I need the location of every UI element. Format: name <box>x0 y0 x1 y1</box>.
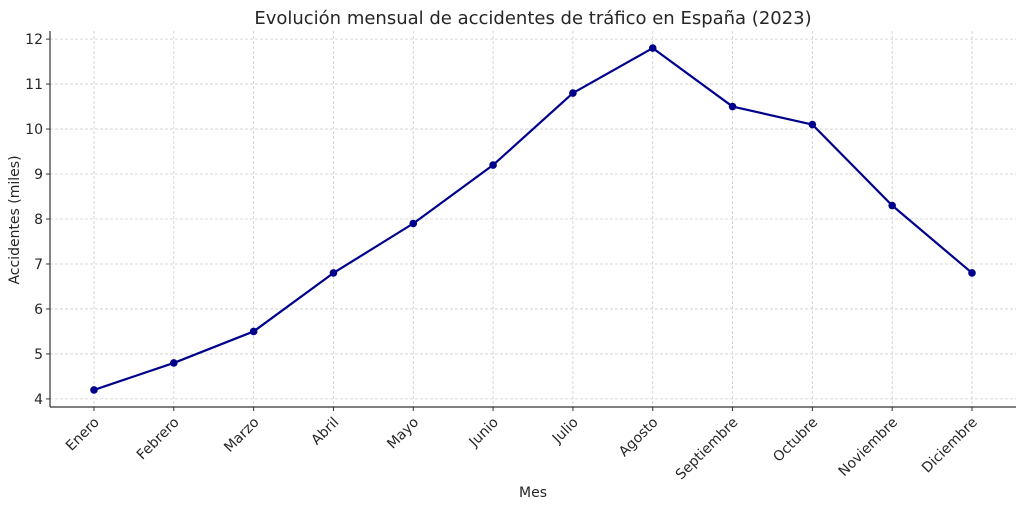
y-tick-label: 12 <box>25 32 43 48</box>
y-axis-label: Accidentes (miles) <box>7 155 23 284</box>
y-tick-label: 4 <box>34 392 43 408</box>
x-tick-label: Noviembre <box>836 415 901 480</box>
data-point-marker <box>409 219 418 228</box>
data-point-marker <box>888 201 896 210</box>
chart-title: Evolución mensual de accidentes de tráfi… <box>254 8 811 29</box>
grid-lines <box>50 31 1016 407</box>
data-point-marker <box>90 386 98 394</box>
x-tick-label: Abril <box>308 415 342 449</box>
x-tick-label: Diciembre <box>919 415 981 477</box>
x-tick-label: Octubre <box>770 415 821 466</box>
data-point-marker <box>648 44 657 52</box>
y-tick-label: 8 <box>34 212 43 228</box>
data-point-marker <box>249 327 258 336</box>
data-point-marker <box>728 102 737 111</box>
data-point-marker <box>489 161 497 169</box>
data-series <box>90 44 976 394</box>
x-tick-label: Junio <box>466 415 502 451</box>
y-tick-label: 7 <box>34 257 43 273</box>
y-tick-label: 6 <box>34 302 43 318</box>
data-point-marker <box>968 269 976 277</box>
x-tick-label: Agosto <box>616 415 662 461</box>
x-tick-label: Septiembre <box>673 415 742 484</box>
data-point-marker <box>569 89 577 97</box>
y-tick-label: 9 <box>34 167 43 183</box>
series-line <box>93 46 973 391</box>
x-tick-label: Enero <box>63 415 103 455</box>
x-axis-label: Mes <box>519 485 547 501</box>
x-tick-label: Marzo <box>221 415 262 456</box>
data-point-marker <box>170 359 178 367</box>
x-tick-label: Julio <box>549 415 582 448</box>
x-tick-label: Mayo <box>384 415 422 453</box>
x-tick-label: Febrero <box>134 415 183 464</box>
y-tick-labels: 4 5 6 7 8 9 10 11 12 <box>25 32 50 408</box>
data-point-marker <box>808 120 817 129</box>
x-tick-labels: Enero Febrero Marzo Abril Mayo Junio Julio Agos… <box>63 407 981 483</box>
y-tick-label: 10 <box>25 122 43 138</box>
y-tick-label: 5 <box>34 347 43 363</box>
data-point-marker <box>329 269 338 277</box>
y-tick-label: 11 <box>25 77 43 93</box>
